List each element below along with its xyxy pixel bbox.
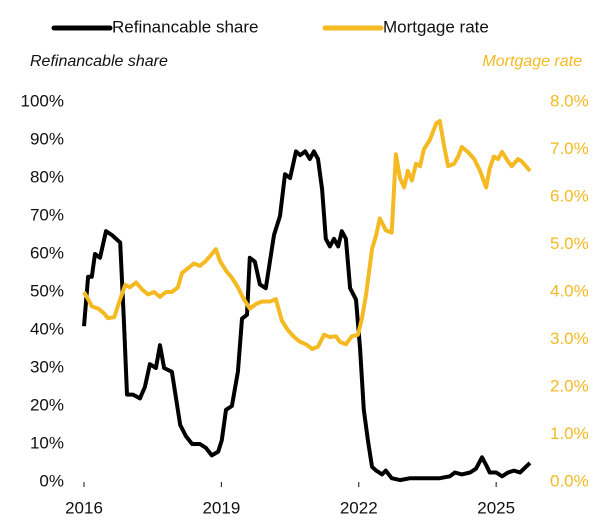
x-tick-label: 2019 bbox=[202, 498, 240, 517]
y2-tick-label: 8.0% bbox=[550, 91, 589, 110]
y-tick-label: 90% bbox=[30, 129, 64, 148]
x-tick-label: 2025 bbox=[477, 498, 515, 517]
series-line bbox=[82, 119, 532, 351]
y-tick-label: 30% bbox=[30, 357, 64, 376]
y-tick-label: 10% bbox=[30, 433, 64, 452]
y2-tick-label: 2.0% bbox=[550, 376, 589, 395]
y2-tick-label: 3.0% bbox=[550, 329, 589, 348]
y2-axis-title: Mortgage rate bbox=[482, 53, 582, 70]
x-tick-label: 2022 bbox=[340, 498, 378, 517]
y2-tick-label: 6.0% bbox=[550, 186, 589, 205]
y-tick-label: 20% bbox=[30, 395, 64, 414]
y-tick-label: 0% bbox=[39, 471, 64, 490]
y-tick-label: 50% bbox=[30, 281, 64, 300]
y2-tick-label: 4.0% bbox=[550, 281, 589, 300]
y-tick-label: 70% bbox=[30, 205, 64, 224]
series-line bbox=[82, 149, 532, 483]
y2-tick-label: 5.0% bbox=[550, 234, 589, 253]
x-tick-label: 2016 bbox=[65, 498, 103, 517]
y2-tick-label: 0.0% bbox=[550, 471, 589, 490]
y-tick-label: 60% bbox=[30, 243, 64, 262]
y-axis-title: Refinancable share bbox=[30, 53, 168, 70]
y2-tick-label: 1.0% bbox=[550, 424, 589, 443]
y-tick-label: 40% bbox=[30, 319, 64, 338]
y-tick-label: 100% bbox=[21, 91, 64, 110]
y-tick-label: 80% bbox=[30, 167, 64, 186]
y2-tick-label: 7.0% bbox=[550, 139, 589, 158]
legend-label: Mortgage rate bbox=[383, 17, 489, 36]
legend-label: Refinancable share bbox=[112, 17, 258, 36]
